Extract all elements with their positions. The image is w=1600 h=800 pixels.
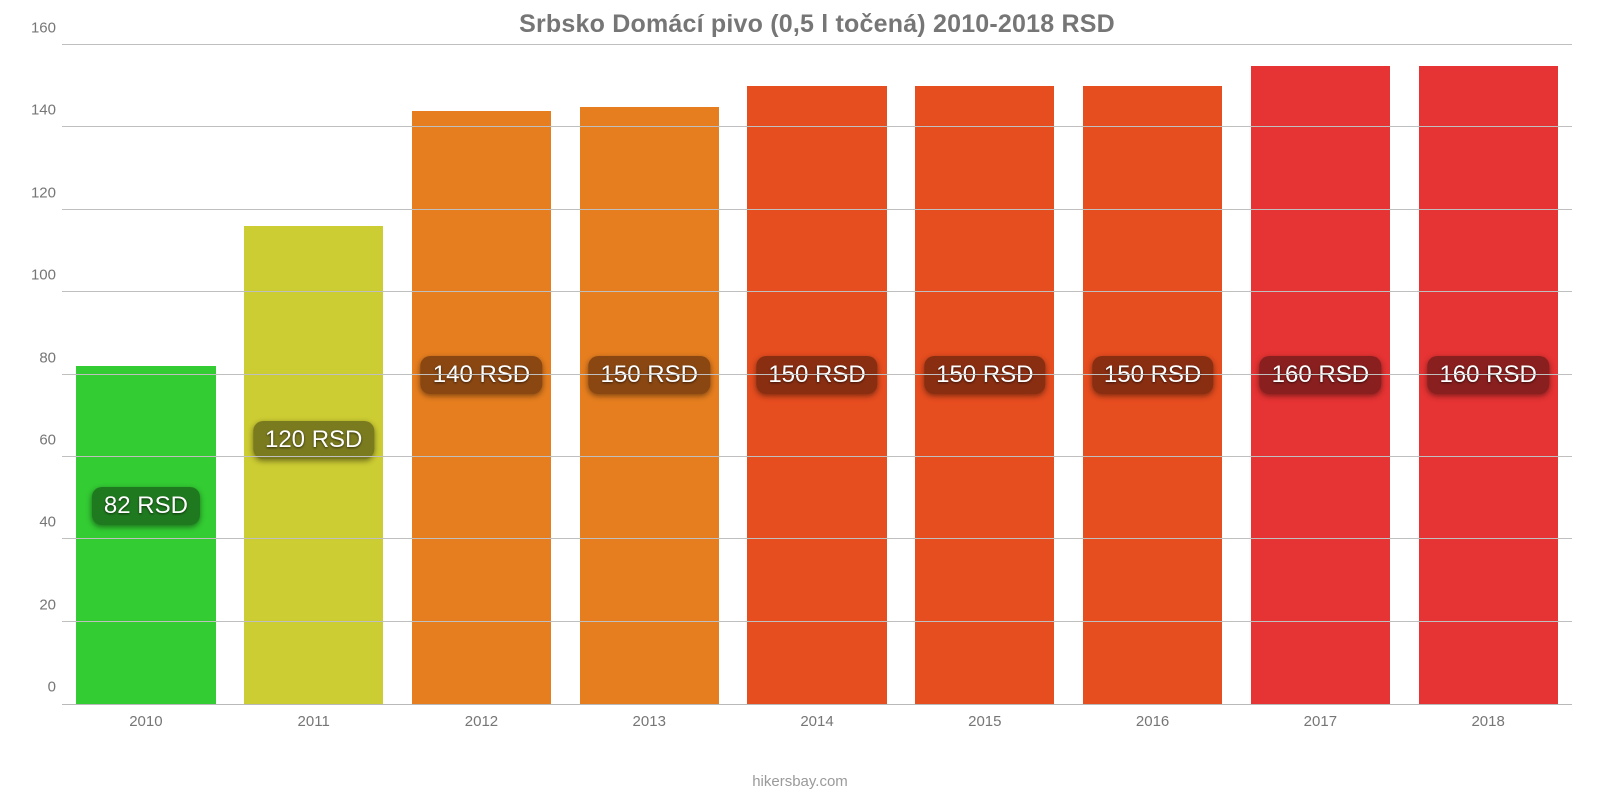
gridline [62,126,1572,127]
bar-slot: 150 RSD [733,45,901,704]
chart-container: Srbsko Domácí pivo (0,5 l točená) 2010-2… [0,0,1600,800]
value-badge: 140 RSD [421,356,542,394]
y-tick-label: 60 [18,431,56,448]
bar-slot: 120 RSD [230,45,398,704]
chart-title: Srbsko Domácí pivo (0,5 l točená) 2010-2… [62,10,1572,39]
bar [747,86,886,704]
gridline [62,456,1572,457]
gridline [62,538,1572,539]
bars-container: 82 RSD 120 RSD 140 RSD 150 RSD 150 RSD 150 RS… [62,45,1572,704]
x-tick-label: 2017 [1236,705,1404,730]
bar-slot: 140 RSD [398,45,566,704]
bar-slot: 160 RSD [1236,45,1404,704]
bar-slot: 150 RSD [1069,45,1237,704]
y-tick-label: 140 [18,102,56,119]
x-tick-label: 2015 [901,705,1069,730]
value-badge: 160 RSD [1427,356,1548,394]
bar-slot: 150 RSD [565,45,733,704]
x-tick-label: 2016 [1069,705,1237,730]
x-tick-label: 2010 [62,705,230,730]
value-badge: 150 RSD [1092,356,1213,394]
value-badge: 150 RSD [589,356,710,394]
bar-slot: 150 RSD [901,45,1069,704]
value-badge: 82 RSD [92,487,200,525]
bar [580,107,719,704]
gridline [62,209,1572,210]
y-tick-label: 120 [18,184,56,201]
gridline [62,374,1572,375]
gridline [62,621,1572,622]
source-label: hikersbay.com [0,773,1600,790]
value-badge: 120 RSD [253,421,374,459]
bar-slot: 82 RSD [62,45,230,704]
bar [412,111,551,704]
value-badge: 150 RSD [924,356,1045,394]
gridline [62,291,1572,292]
y-tick-label: 100 [18,267,56,284]
x-tick-label: 2018 [1404,705,1572,730]
bar [1083,86,1222,704]
value-badge: 160 RSD [1260,356,1381,394]
x-tick-label: 2013 [565,705,733,730]
y-tick-label: 80 [18,349,56,366]
bar [244,226,383,704]
x-axis: 201020112012201320142015201620172018 [62,705,1572,735]
bar [915,86,1054,704]
value-badge: 150 RSD [756,356,877,394]
y-tick-label: 40 [18,514,56,531]
x-tick-label: 2014 [733,705,901,730]
gridline [62,44,1572,45]
y-tick-label: 20 [18,596,56,613]
y-tick-label: 0 [18,679,56,696]
plot: 82 RSD 120 RSD 140 RSD 150 RSD 150 RSD 150 RS… [62,45,1572,735]
bar [76,366,215,704]
bar-slot: 160 RSD [1404,45,1572,704]
plot-area: 82 RSD 120 RSD 140 RSD 150 RSD 150 RSD 150 RS… [62,45,1572,705]
x-tick-label: 2011 [230,705,398,730]
x-tick-label: 2012 [398,705,566,730]
y-tick-label: 160 [18,20,56,37]
